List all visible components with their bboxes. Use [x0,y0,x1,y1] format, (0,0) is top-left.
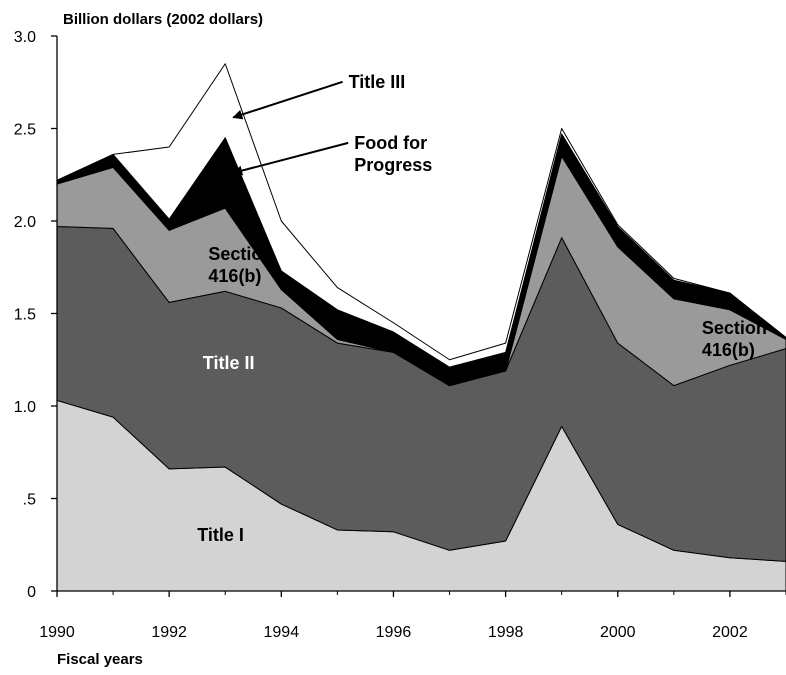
annotation-title-i: Title I [197,525,244,545]
axes-layer: 0 .5 1.0 1.5 2.0 2.5 3.0 1990 1992 1994 1996 1998 20… [14,29,786,641]
x-axis-label: Fiscal years [57,651,143,668]
x-tick-label: 1996 [376,624,412,641]
annotation-section-416-b: Section 416(b) [208,244,273,286]
area-title-iii [56,63,786,368]
x-tick-label: 1998 [488,624,524,641]
y-tick-label: 1.5 [14,307,36,324]
annotation-title-iii: Title III [349,72,406,92]
annotation-section-416-b: Section 416(b) [702,318,767,360]
y-tick-label: 2.5 [14,122,36,139]
annotation-arrow-food-for-progress [232,141,349,176]
annotation-food-for-progress: Food for Progress [354,133,432,175]
y-tick-label: 2.0 [14,214,36,231]
annotations-layer: Title I Title II Section 416(b) Section 416(b… [197,72,767,545]
x-tick-label: 1992 [151,624,187,641]
annotation-title-ii: Title II [203,353,255,373]
x-tick-label: 2002 [712,624,748,641]
y-tick-label: .5 [23,492,36,509]
y-tick-label: 0 [27,584,36,601]
y-tick-label: 1.0 [14,399,36,416]
x-tick-label: 1994 [264,624,300,641]
y-axis-label: Billion dollars (2002 dollars) [63,11,263,28]
x-tick-label: 2000 [600,624,636,641]
area-series-layer [56,63,786,592]
annotation-arrow-title-iii [232,80,343,120]
x-tick-label: 1990 [39,624,75,641]
y-tick-label: 3.0 [14,29,36,46]
